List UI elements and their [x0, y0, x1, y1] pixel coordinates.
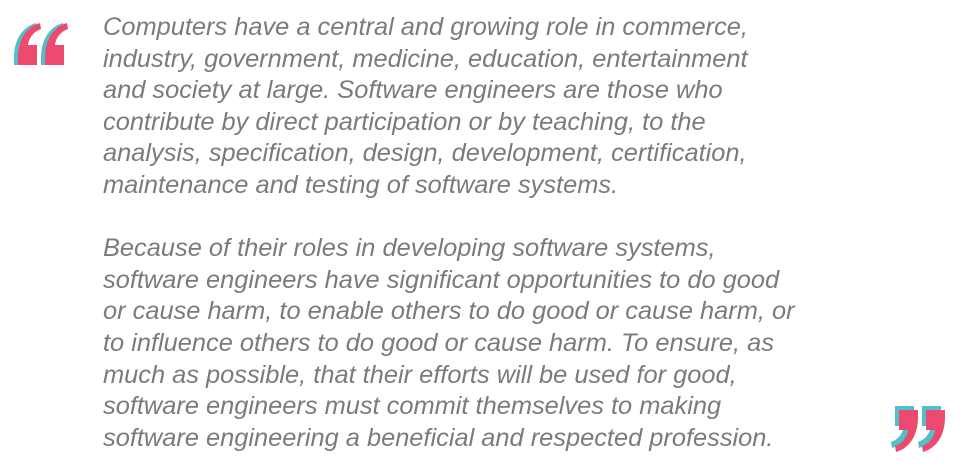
open-quote-icon [14, 23, 68, 65]
open-quote-mark [9, 18, 79, 88]
quote-line: or cause harm, to enable others to do go… [103, 297, 795, 326]
close-quote-right-pink [922, 410, 945, 452]
quote-line: contribute by direct participation or by… [103, 107, 706, 136]
quote-paragraph-1: Computers have a central and growing rol… [103, 12, 943, 202]
quote-line: much as possible, that their efforts wil… [103, 360, 737, 389]
quote-line: software engineers have significant oppo… [103, 265, 780, 294]
quote-line: industry, government, medicine, educatio… [103, 44, 748, 73]
open-quote-right-pink [45, 23, 68, 65]
quote-line: Because of their roles in developing sof… [103, 234, 716, 263]
quote-line: maintenance and testing of software syst… [103, 170, 619, 199]
quote-line: and society at large. Software engineers… [103, 76, 723, 105]
quote-paragraph-2: Because of their roles in developing sof… [103, 233, 943, 454]
close-quote-left-pink [895, 410, 918, 452]
close-quote-icon [891, 406, 945, 452]
quote-line: software engineering a beneficial and re… [103, 423, 774, 452]
quote-line: to influence others to do good or cause … [103, 328, 774, 357]
quote-line: Computers have a central and growing rol… [103, 13, 748, 41]
open-quote-left-pink [18, 23, 41, 65]
close-quote-mark [890, 404, 960, 474]
quote-text: Computers have a central and growing rol… [103, 12, 943, 454]
quote-line: analysis, specification, design, develop… [103, 139, 747, 168]
quote-line: software engineers must commit themselve… [103, 392, 722, 421]
